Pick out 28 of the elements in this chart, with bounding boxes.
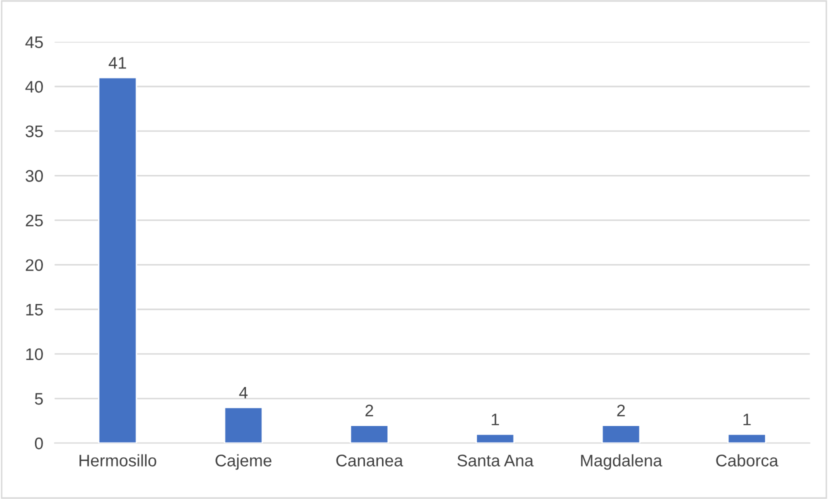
bar <box>98 76 138 444</box>
y-tick-label: 0 <box>34 438 43 450</box>
x-tick-label: Hermosillo <box>80 454 156 466</box>
x-tick-label: Caborca <box>716 454 778 466</box>
y-tick-label: 5 <box>34 393 43 405</box>
y-tick-label: 10 <box>26 348 43 360</box>
x-tick-label: Cajeme <box>216 454 272 470</box>
y-tick-label: 15 <box>26 304 43 316</box>
x-tick-label: Cananea <box>336 454 404 466</box>
data-label: 4 <box>239 386 248 398</box>
y-tick-label: 30 <box>26 170 43 182</box>
x-tick-label: Santa Ana <box>457 454 534 466</box>
bar <box>350 424 389 444</box>
bar <box>727 434 766 444</box>
bar <box>476 434 515 444</box>
data-label: 2 <box>365 404 374 416</box>
data-label: 1 <box>743 414 751 426</box>
bar <box>601 424 641 444</box>
y-tick-label: 35 <box>26 125 43 138</box>
y-tick-label: 45 <box>25 36 43 48</box>
data-label: 2 <box>617 404 625 416</box>
y-tick-label: 20 <box>26 259 43 272</box>
y-tick-label: 25 <box>26 214 43 226</box>
y-tick-label: 40 <box>25 80 43 93</box>
data-label: 1 <box>492 414 499 426</box>
bar <box>224 406 264 444</box>
x-tick-label: Magdalena <box>581 454 662 470</box>
data-label: 41 <box>108 57 126 69</box>
